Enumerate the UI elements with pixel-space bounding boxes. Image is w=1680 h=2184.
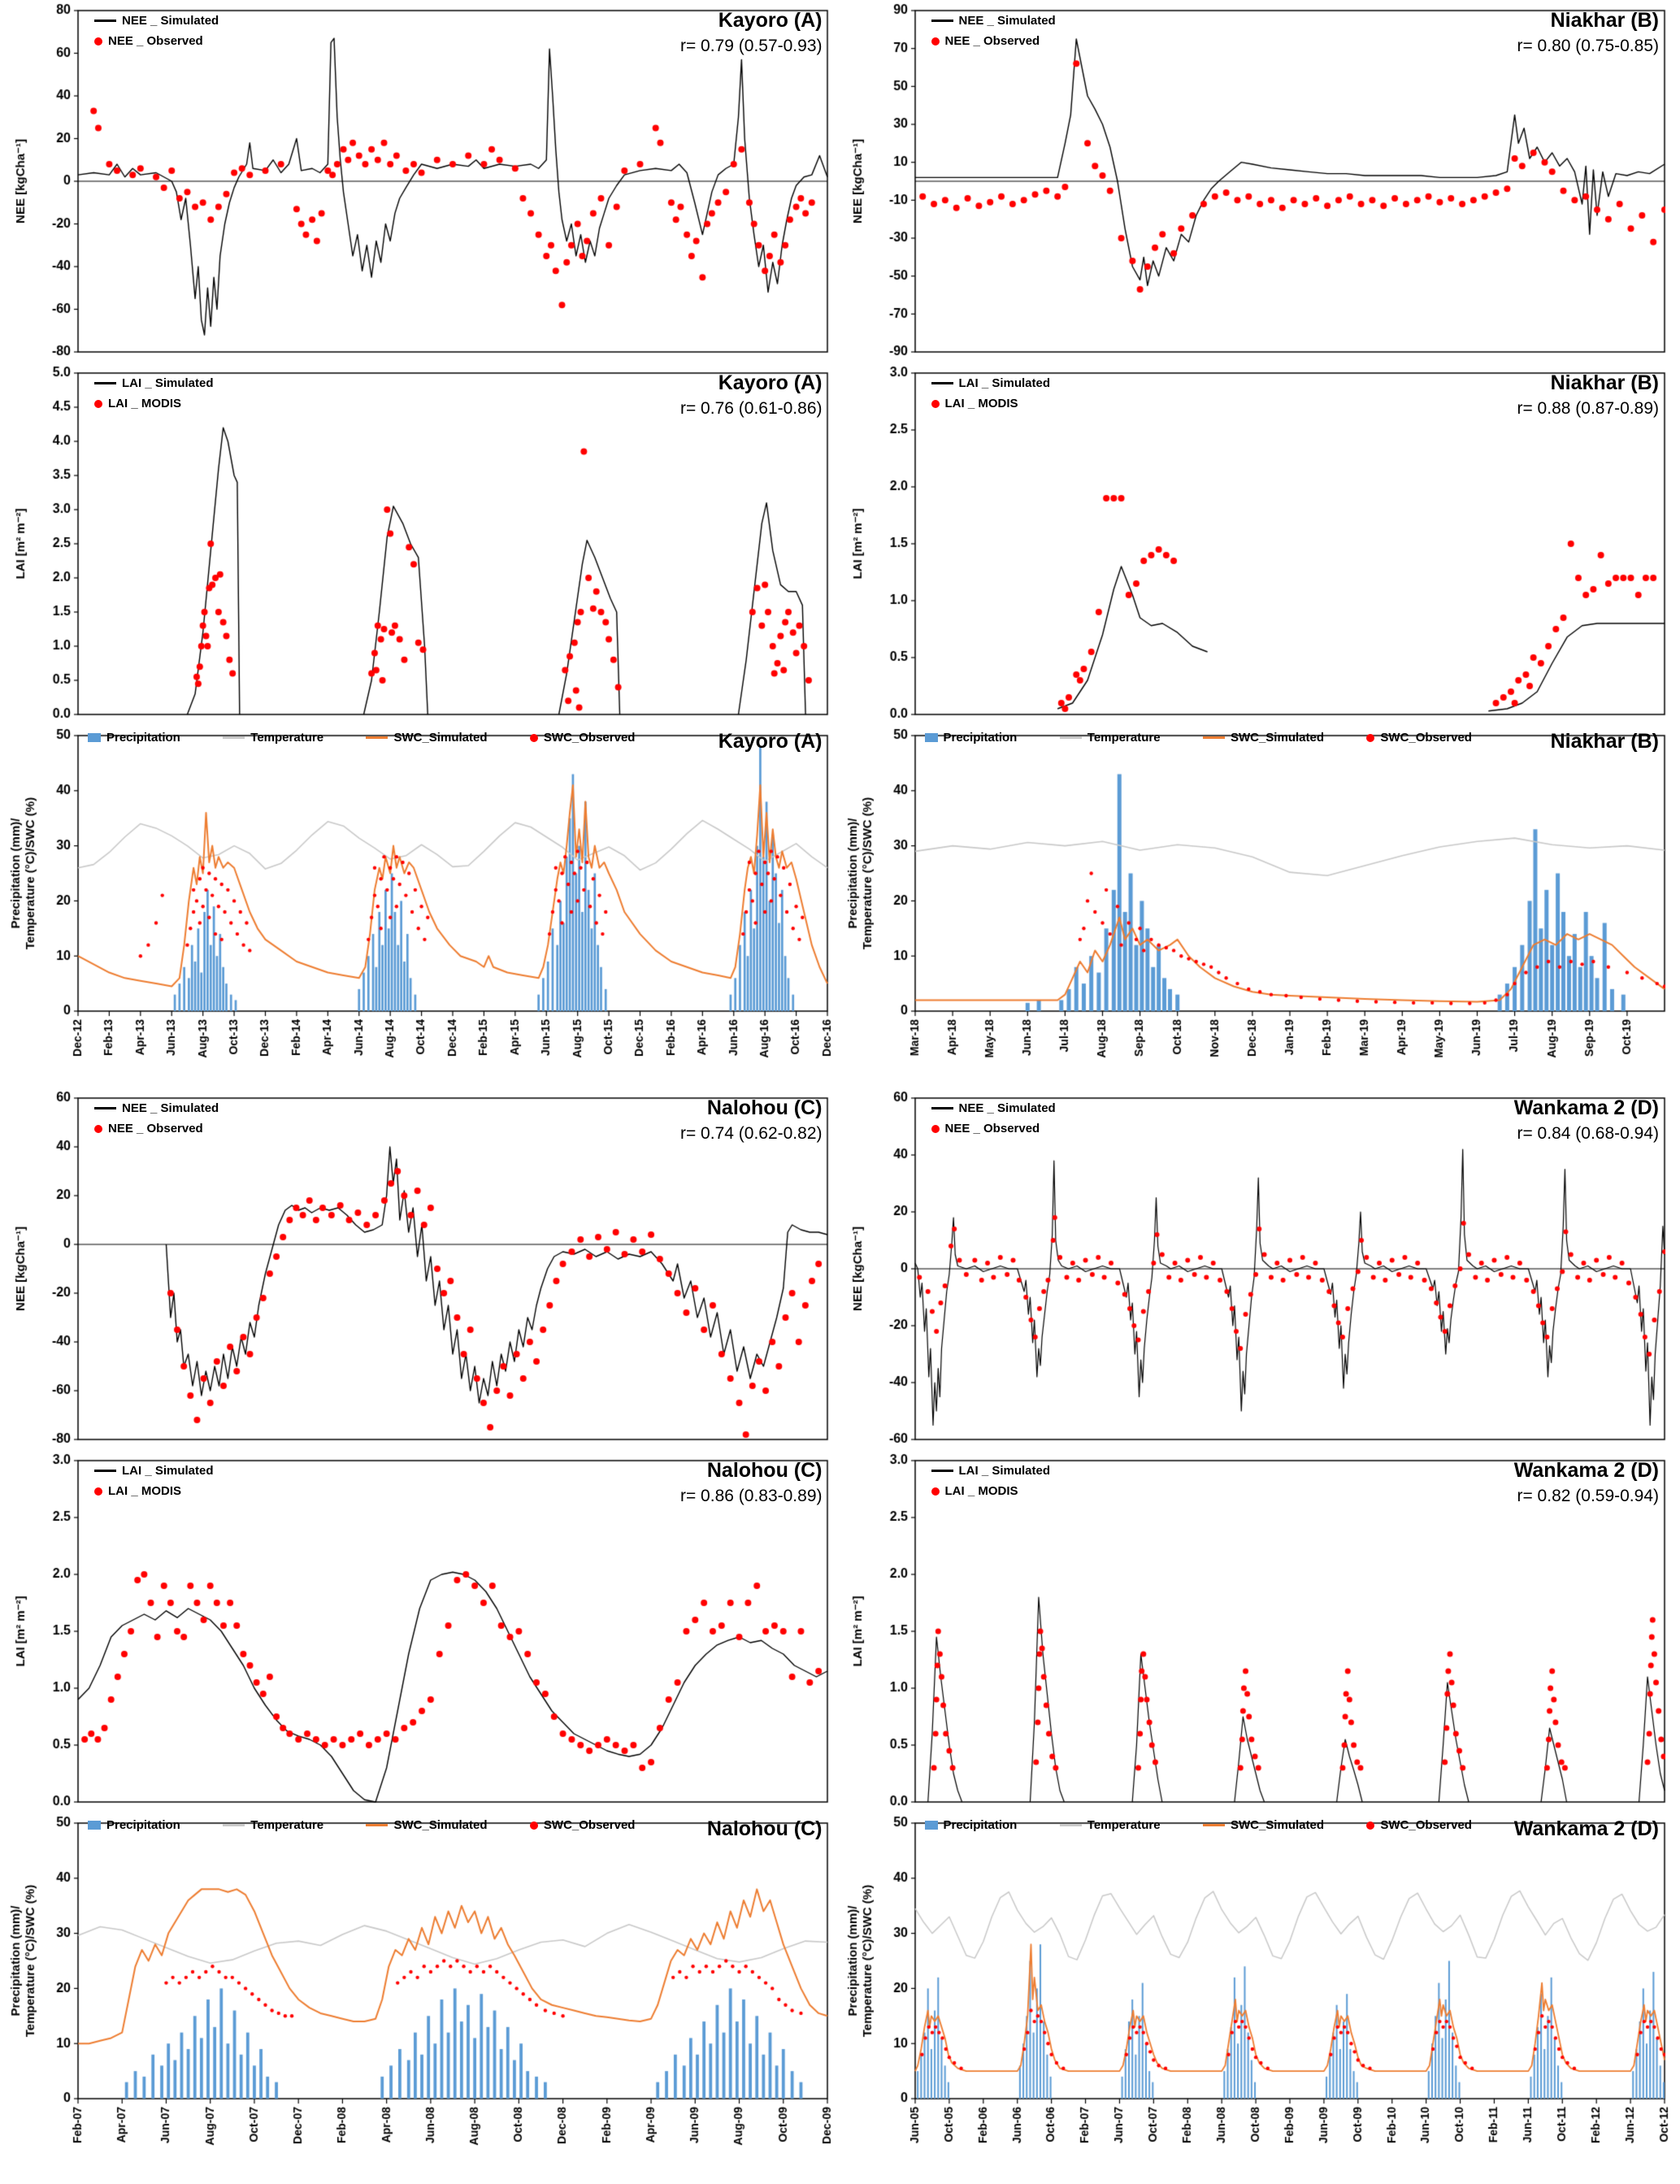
chart-canvas [3, 1090, 840, 1452]
panel-kayoro-nee: NEE _ Simulated NEE _ Observed Kayoro (A)… [3, 2, 840, 365]
chart-canvas [840, 2, 1678, 365]
panel-title: Wankama 2 (D) [1513, 1817, 1659, 1840]
panel-r-value: r= 0.79 (0.57-0.93) [679, 37, 823, 55]
panel-title: Kayoro (A) [718, 371, 823, 394]
panel-title: Niakhar (B) [1550, 9, 1659, 32]
panel-title: Niakhar (B) [1550, 371, 1659, 394]
chart-canvas [840, 365, 1678, 727]
panel-r-value: r= 0.76 (0.61-0.86) [679, 399, 823, 418]
panel-r-value: r= 0.86 (0.83-0.89) [679, 1487, 823, 1505]
panel-r-value: r= 0.88 (0.87-0.89) [1517, 399, 1659, 418]
panel-nalohou-met: Precipitation Temperature SWC_Simulated SWC… [3, 1815, 840, 2177]
panel-title: Nalohou (C) [706, 1096, 823, 1119]
panel-kayoro-lai: LAI _ Simulated LAI _ MODIS Kayoro (A) r=… [3, 365, 840, 727]
chart-canvas [3, 2, 840, 365]
panel-niakhar-nee: NEE _ Simulated NEE _ Observed Niakhar (B… [840, 2, 1678, 365]
panel-nalohou-lai: LAI _ Simulated LAI _ MODIS Nalohou (C) r… [3, 1452, 840, 1815]
panel-title: Nalohou (C) [706, 1817, 823, 1840]
chart-canvas [840, 1815, 1678, 2177]
panel-title: Kayoro (A) [718, 730, 823, 753]
panel-wankama-lai: LAI _ Simulated LAI _ MODIS Wankama 2 (D)… [840, 1452, 1678, 1815]
panel-title: Niakhar (B) [1550, 730, 1659, 753]
panel-niakhar-met: Precipitation Temperature SWC_Simulated SWC… [840, 727, 1678, 1090]
chart-canvas [840, 727, 1678, 1090]
panel-title: Wankama 2 (D) [1513, 1459, 1659, 1482]
panel-r-value: r= 0.82 (0.59-0.94) [1517, 1487, 1659, 1505]
panel-title: Wankama 2 (D) [1513, 1096, 1659, 1119]
panel-title: Nalohou (C) [706, 1459, 823, 1482]
chart-canvas [3, 365, 840, 727]
panel-title: Kayoro (A) [718, 9, 823, 32]
panel-r-value: r= 0.84 (0.68-0.94) [1517, 1124, 1659, 1143]
chart-canvas [3, 1452, 840, 1815]
panel-wankama-met: Precipitation Temperature SWC_Simulated SWC… [840, 1815, 1678, 2177]
panel-r-value: r= 0.80 (0.75-0.85) [1517, 37, 1659, 55]
panel-wankama-nee: NEE _ Simulated NEE _ Observed Wankama 2 … [840, 1090, 1678, 1452]
chart-canvas [3, 727, 840, 1090]
panel-r-value: r= 0.74 (0.62-0.82) [679, 1124, 823, 1143]
chart-canvas [840, 1090, 1678, 1452]
chart-canvas [840, 1452, 1678, 1815]
panel-kayoro-met: Precipitation Temperature SWC_Simulated SWC… [3, 727, 840, 1090]
panel-niakhar-lai: LAI _ Simulated LAI _ MODIS Niakhar (B) r… [840, 365, 1678, 727]
panel-nalohou-nee: NEE _ Simulated NEE _ Observed Nalohou (C… [3, 1090, 840, 1452]
chart-canvas [3, 1815, 840, 2177]
